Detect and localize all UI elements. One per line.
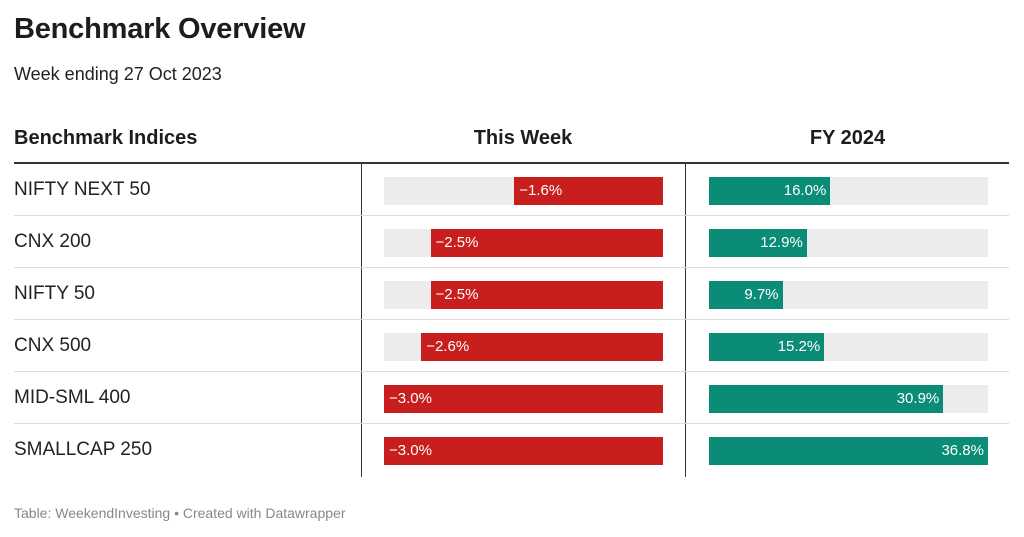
fy-bar: 30.9% <box>709 385 944 413</box>
week-bar-track: −2.6% <box>384 333 663 361</box>
table-row: MID-SML 400 −3.0% 30.9% <box>14 372 1009 424</box>
column-header-benchmark: Benchmark Indices <box>14 127 198 149</box>
week-bar: −2.5% <box>430 229 663 257</box>
fy-bar-track: 36.8% <box>709 437 988 465</box>
week-bar: −2.6% <box>421 333 663 361</box>
fy-bar-track: 16.0% <box>709 177 988 205</box>
fy-bar: 9.7% <box>709 281 783 309</box>
table-row: NIFTY 50 −2.5% 9.7% <box>14 268 1009 320</box>
fy-bar: 12.9% <box>709 229 807 257</box>
fy-bar: 36.8% <box>709 437 988 465</box>
index-name: NIFTY NEXT 50 <box>14 179 151 200</box>
column-divider-week <box>361 164 362 477</box>
index-name: CNX 500 <box>14 335 92 356</box>
week-bar-track: −1.6% <box>384 177 663 205</box>
index-name: NIFTY 50 <box>14 283 95 304</box>
fy-bar-track: 15.2% <box>709 333 988 361</box>
week-bar: −2.5% <box>430 281 663 309</box>
week-bar-track: −2.5% <box>384 281 663 309</box>
table-row: SMALLCAP 250 −3.0% 36.8% <box>14 424 1009 476</box>
fy-bar-track: 12.9% <box>709 229 988 257</box>
table-body: NIFTY NEXT 50 −1.6% 16.0% CNX 200 −2.5% 12.9%… <box>14 164 1009 476</box>
week-bar-track: −3.0% <box>384 437 663 465</box>
fy-bar-track: 9.7% <box>709 281 988 309</box>
column-divider-fy <box>685 164 686 477</box>
week-bar-track: −2.5% <box>384 229 663 257</box>
fy-bar: 16.0% <box>709 177 831 205</box>
index-name: MID-SML 400 <box>14 387 131 408</box>
week-bar: −3.0% <box>384 437 663 465</box>
fy-bar-track: 30.9% <box>709 385 988 413</box>
chart-title: Benchmark Overview <box>14 13 306 45</box>
fy-bar: 15.2% <box>709 333 825 361</box>
week-bar: −3.0% <box>384 385 663 413</box>
chart-subtitle: Week ending 27 Oct 2023 <box>14 64 222 84</box>
column-header-this-week: This Week <box>473 127 573 149</box>
table-row: CNX 200 −2.5% 12.9% <box>14 216 1009 268</box>
index-name: SMALLCAP 250 <box>14 439 153 460</box>
table-row: CNX 500 −2.6% 15.2% <box>14 320 1009 372</box>
table-row: NIFTY NEXT 50 −1.6% 16.0% <box>14 164 1009 216</box>
week-bar-track: −3.0% <box>384 385 663 413</box>
header-divider <box>14 162 1009 164</box>
index-name: CNX 200 <box>14 231 92 252</box>
week-bar: −1.6% <box>514 177 663 205</box>
column-header-fy: FY 2024 <box>809 127 886 149</box>
source-footer: Table: WeekendInvesting • Created with D… <box>14 505 346 521</box>
